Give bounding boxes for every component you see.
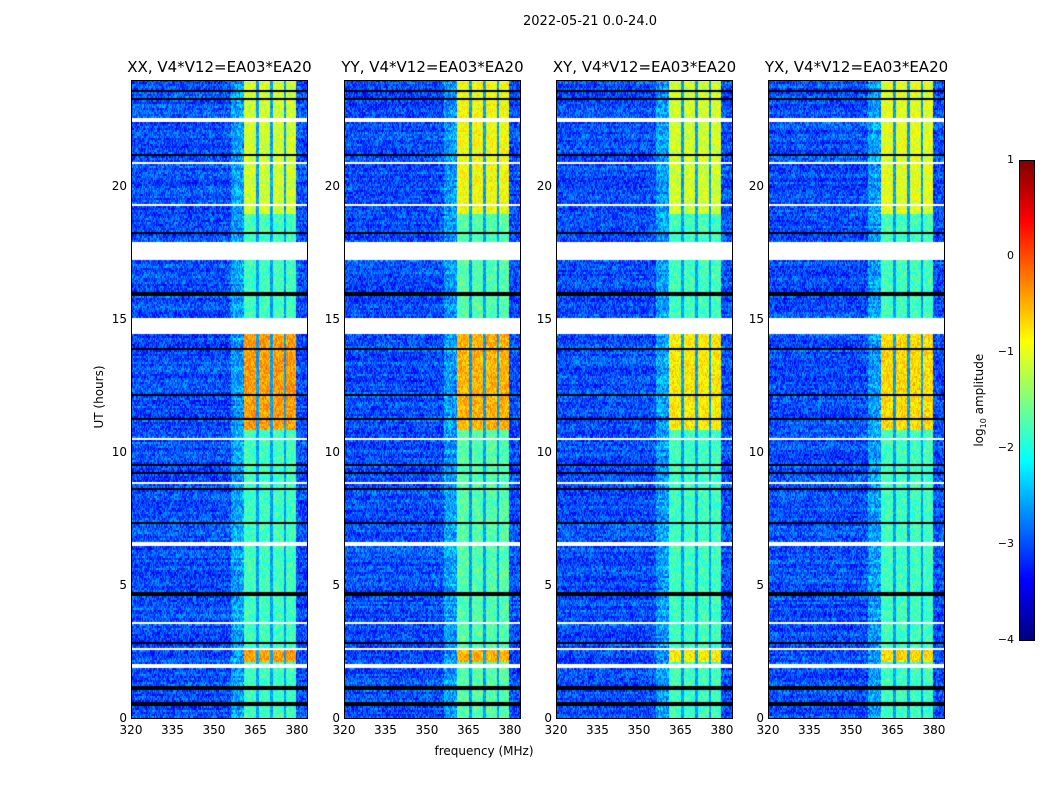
- spectrogram-panel: YY, V4*V12=EA03*EA20 320 335 350 365 380 0 5 10 1…: [325, 58, 524, 737]
- x-tick-label: 335: [798, 723, 821, 737]
- x-tick-label: 365: [669, 723, 692, 737]
- y-tick-label: 0: [544, 711, 552, 725]
- heatmap-image: [556, 80, 733, 719]
- x-tick-label: 320: [544, 723, 568, 737]
- x-tick-label: 320: [756, 723, 780, 737]
- heatmap-image: [344, 80, 521, 719]
- x-tick-label: 380: [922, 723, 946, 737]
- panel-title: YX, V4*V12=EA03*EA20: [764, 58, 949, 76]
- x-tick-label: 350: [415, 723, 439, 737]
- y-tick-label: 5: [332, 577, 340, 592]
- spectrogram-panel: XX, V4*V12=EA03*EA20 320 335 350 365 380 0 5 10 1…: [112, 58, 312, 737]
- y-tick-label: 20: [536, 178, 552, 193]
- colorbar: [1019, 160, 1035, 641]
- x-tick-label: 365: [881, 723, 904, 737]
- y-tick-label: 10: [748, 444, 764, 459]
- y-tick-label: 20: [111, 178, 127, 193]
- panel-title: YY, V4*V12=EA03*EA20: [341, 58, 524, 76]
- y-tick-label: 20: [748, 178, 764, 193]
- y-tick-label: 15: [111, 311, 127, 326]
- y-tick-label: 0: [756, 711, 764, 725]
- y-tick-label: 0: [119, 711, 127, 725]
- spectrogram-panel: YX, V4*V12=EA03*EA20 320 335 350 365 380 0 5 10 1…: [749, 58, 948, 737]
- y-tick-label: 10: [324, 444, 340, 459]
- colorbar-tick-label: 0: [1007, 249, 1014, 262]
- y-tick-label: 5: [119, 577, 127, 592]
- y-tick-label: 5: [544, 577, 552, 592]
- panel-title: XY, V4*V12=EA03*EA20: [552, 58, 737, 76]
- x-tick-label: 365: [244, 723, 267, 737]
- x-tick-label: 335: [161, 723, 184, 737]
- y-tick-label: 10: [111, 444, 127, 459]
- y-tick-label: 15: [536, 311, 552, 326]
- colorbar-tick-label: −4: [997, 633, 1014, 646]
- x-tick-label: 335: [374, 723, 397, 737]
- colorbar-label: log10 amplitude: [971, 353, 989, 447]
- y-tick-label: 15: [748, 311, 764, 326]
- x-tick-label: 380: [710, 723, 734, 737]
- figure-title: 2022-05-21 0.0-24.0: [523, 14, 657, 29]
- x-tick-label: 320: [332, 723, 356, 737]
- x-tick-label: 365: [457, 723, 480, 737]
- x-tick-label: 350: [627, 723, 651, 737]
- y-tick-label: 10: [536, 444, 552, 459]
- spectrogram-panel: XY, V4*V12=EA03*EA20 320 335 350 365 380 0 5 10 1…: [537, 58, 736, 737]
- x-tick-label: 380: [285, 723, 309, 737]
- x-tick-label: 350: [202, 723, 226, 737]
- y-tick-label: 0: [332, 711, 340, 725]
- x-tick-label: 335: [586, 723, 609, 737]
- heatmap-image: [768, 80, 945, 719]
- colorbar-tick-label: −3: [997, 537, 1014, 550]
- colorbar-tick-label: 1: [1007, 153, 1014, 166]
- y-tick-label: 5: [756, 577, 764, 592]
- y-axis-label: UT (hours): [92, 365, 106, 429]
- colorbar-tick-label: −2: [997, 441, 1014, 454]
- x-tick-label: 350: [839, 723, 863, 737]
- x-tick-label: 380: [498, 723, 522, 737]
- panel-title: XX, V4*V12=EA03*EA20: [127, 58, 312, 76]
- colorbar-tick-label: −1: [997, 345, 1014, 358]
- y-tick-label: 15: [324, 311, 340, 326]
- x-axis-label: frequency (MHz): [434, 744, 534, 758]
- x-tick-label: 320: [119, 723, 143, 737]
- heatmap-image: [131, 80, 308, 719]
- y-tick-label: 20: [324, 178, 340, 193]
